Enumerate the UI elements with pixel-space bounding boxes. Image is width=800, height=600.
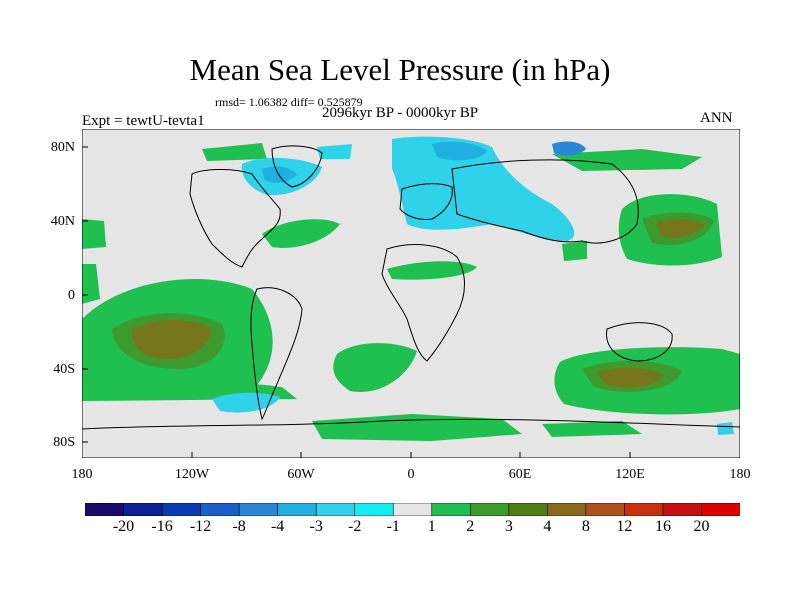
colorbar-label: 4 — [543, 518, 552, 535]
map-panel — [82, 129, 740, 458]
colorbar-label: -12 — [189, 518, 212, 535]
coastlines — [82, 145, 740, 430]
colorbar-swatch — [200, 503, 240, 516]
colorbar-swatch — [585, 503, 626, 516]
colorbar-label: 1 — [427, 518, 436, 535]
colorbar-label: -1 — [386, 518, 400, 535]
colorbar-label: -8 — [232, 518, 246, 535]
colorbar-label: 2 — [466, 518, 475, 535]
colorbar-swatch — [354, 503, 395, 516]
colorbar-swatch — [469, 503, 510, 516]
colorbar-label: 3 — [504, 518, 513, 535]
lon-label-60e: 60E — [508, 467, 532, 482]
colorbar-swatch — [431, 503, 472, 516]
lat-label-80n: 80N — [50, 140, 75, 155]
colorbar-swatch — [161, 503, 202, 516]
colorbar-swatch — [315, 503, 356, 516]
period-label: 2096kyr BP - 0000kyr BP — [322, 105, 479, 121]
colorbar-label: -3 — [309, 518, 323, 535]
colorbar-label: 12 — [616, 518, 633, 535]
colorbar — [85, 503, 740, 516]
map-frame — [82, 129, 740, 458]
colorbar-label: 8 — [581, 518, 590, 535]
negative-anomaly-strong — [262, 141, 586, 183]
lat-label-0: 0 — [68, 288, 75, 303]
colorbar-swatch — [392, 503, 433, 516]
lon-label-120e: 120E — [615, 467, 645, 482]
lon-label-120w: 120W — [174, 467, 210, 482]
lon-label-180w: 180 — [71, 467, 93, 482]
positive-anomaly-level-4 — [131, 219, 704, 388]
map-title: Mean Sea Level Pressure (in hPa) — [189, 52, 611, 87]
stats-line: rmsd= 1.06382 diff= 0.525879 — [215, 95, 363, 109]
colorbar-swatch — [547, 503, 587, 516]
colorbar-label: 16 — [654, 518, 671, 535]
colorbar-swatch — [701, 503, 740, 516]
colorbar-swatch — [662, 503, 703, 516]
lon-label-180e: 180 — [729, 467, 751, 482]
season-label: ANN — [700, 110, 733, 126]
colorbar-swatch — [508, 503, 549, 516]
lat-label-40s: 40S — [53, 362, 75, 377]
lon-label-0: 0 — [407, 467, 415, 482]
colorbar-label: -16 — [151, 518, 173, 535]
colorbar-label: -20 — [112, 518, 135, 535]
colorbar-label: -4 — [270, 518, 285, 535]
experiment-label: Expt = tewtU-tevta1 — [82, 113, 205, 129]
colorbar-swatch — [624, 503, 664, 516]
colorbar-swatch — [277, 503, 317, 516]
colorbar-swatch — [238, 503, 279, 516]
colorbar-swatch — [123, 503, 163, 516]
colorbar-label: -2 — [348, 518, 362, 535]
colorbar-swatch — [85, 503, 125, 516]
colorbar-label: 20 — [693, 518, 710, 535]
lon-label-60w: 60W — [287, 467, 315, 482]
lat-label-40n: 40N — [50, 214, 75, 229]
lat-label-80s: 80S — [53, 435, 75, 450]
